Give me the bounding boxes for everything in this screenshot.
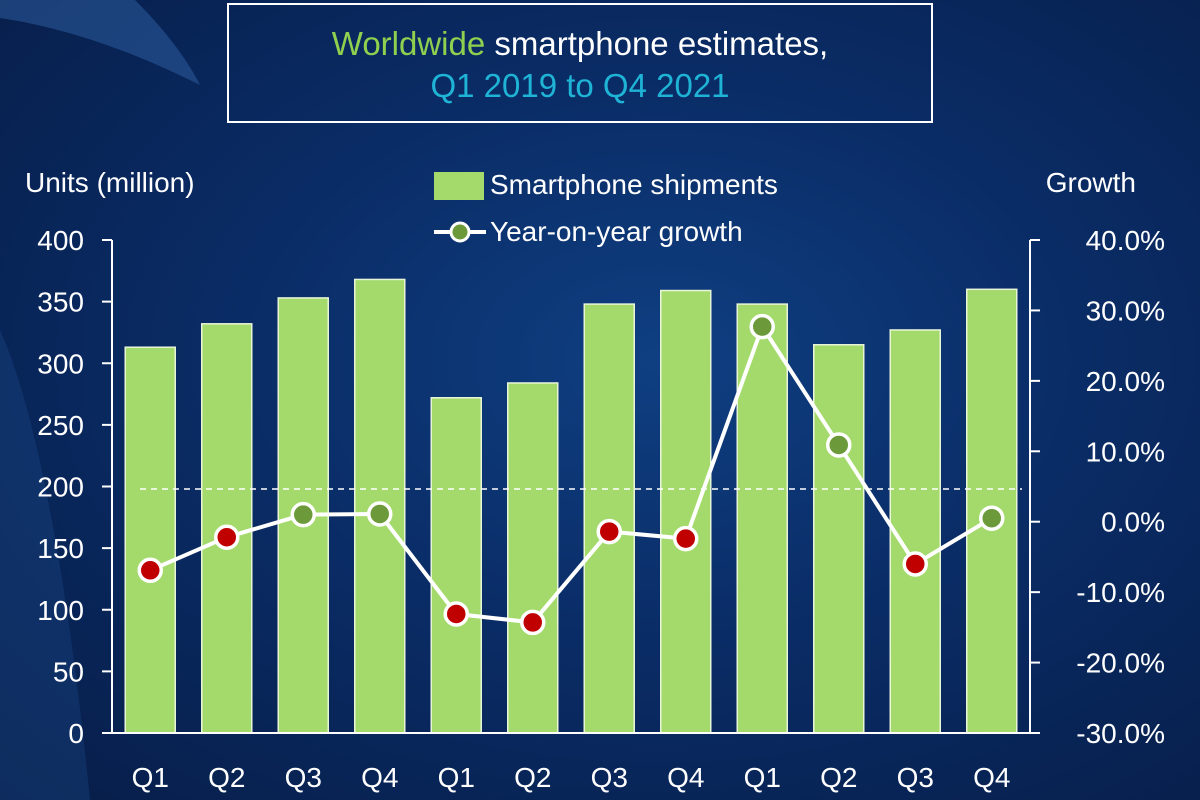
x-tick-label: Q4 <box>667 762 704 793</box>
growth-point <box>749 313 775 340</box>
bar-shipments <box>124 346 176 734</box>
y-left-tick-label: 200 <box>37 472 84 503</box>
y-left-tick-label: 300 <box>37 348 84 379</box>
bar-shipments <box>813 344 865 734</box>
y-left-tick-label: 50 <box>53 656 84 687</box>
y-right-tick-label: -30.0% <box>1076 718 1165 749</box>
chart-title-box: Worldwide smartphone estimates, Q1 2019 … <box>227 3 933 123</box>
y-left-tick-label: 350 <box>37 287 84 318</box>
legend-label-shipments: Smartphone shipments <box>490 169 778 200</box>
y-left-tick-label: 400 <box>37 225 84 256</box>
x-tick-label: Q4 <box>973 762 1010 793</box>
bar-shipments <box>736 303 788 734</box>
y-right-tick-label: -10.0% <box>1076 577 1165 608</box>
legend-point-swatch <box>449 221 471 243</box>
y-right-tick-label: 0.0% <box>1101 507 1165 538</box>
y-right-tick-label: 10.0% <box>1086 436 1165 467</box>
x-tick-label: Q3 <box>285 762 322 793</box>
x-tick-label: Q2 <box>820 762 857 793</box>
bar-shipments <box>583 303 635 734</box>
legend-label-growth: Year-on-year growth <box>490 216 743 247</box>
y-left-axis-title: Units (million) <box>25 167 195 198</box>
bar-shipments <box>660 289 712 734</box>
growth-point <box>902 551 928 577</box>
growth-point <box>826 432 852 458</box>
bar-shipments <box>201 323 253 734</box>
x-tick-label: Q4 <box>361 762 398 793</box>
x-tick-label: Q1 <box>132 762 169 793</box>
growth-point <box>520 609 546 636</box>
x-tick-label: Q1 <box>438 762 475 793</box>
growth-point <box>367 501 393 527</box>
x-tick-label: Q3 <box>591 762 628 793</box>
y-right-tick-label: -20.0% <box>1076 648 1165 679</box>
growth-point <box>290 501 316 528</box>
x-tick-label: Q1 <box>744 762 781 793</box>
title-main-text: smartphone estimates, <box>494 25 829 62</box>
bar-shipments <box>507 382 559 734</box>
y-left-tick-label: 100 <box>37 595 84 626</box>
growth-point <box>596 518 622 545</box>
growth-point <box>673 525 699 552</box>
bar-shipments <box>889 329 941 734</box>
x-tick-label: Q2 <box>208 762 245 793</box>
y-right-tick-label: 30.0% <box>1086 295 1165 326</box>
y-right-tick-label: 20.0% <box>1086 366 1165 397</box>
y-right-tick-label: 40.0% <box>1086 225 1165 256</box>
x-tick-label: Q2 <box>514 762 551 793</box>
y-right-axis-title: Growth <box>1046 167 1136 198</box>
y-left-tick-label: 250 <box>37 410 84 441</box>
y-left-tick-label: 150 <box>37 533 84 564</box>
chart-title: Worldwide smartphone estimates, <box>229 23 931 65</box>
chart-subtitle: Q1 2019 to Q4 2021 <box>430 67 730 104</box>
growth-point <box>214 524 240 550</box>
bar-shipments <box>430 397 482 734</box>
legend-bar-swatch <box>434 172 484 200</box>
title-accent-text: Worldwide <box>331 25 486 62</box>
y-left-tick-label: 0 <box>68 718 84 749</box>
x-tick-label: Q3 <box>897 762 934 793</box>
growth-point <box>137 557 163 584</box>
growth-point <box>443 601 469 627</box>
growth-line <box>149 324 993 625</box>
growth-point <box>979 505 1005 531</box>
